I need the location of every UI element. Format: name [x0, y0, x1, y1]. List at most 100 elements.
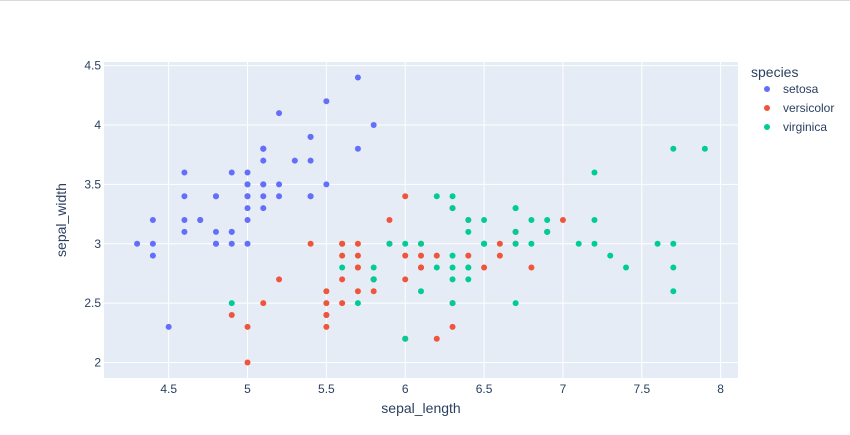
point-virginica — [449, 276, 456, 283]
point-setosa — [276, 181, 283, 188]
point-setosa — [149, 252, 156, 259]
point-virginica — [433, 264, 440, 271]
point-versicolor — [260, 300, 267, 307]
point-versicolor — [354, 252, 361, 259]
point-setosa — [307, 133, 314, 140]
point-versicolor — [228, 312, 235, 319]
point-versicolor — [402, 276, 409, 283]
plot-background — [104, 62, 738, 378]
point-virginica — [370, 264, 377, 271]
point-virginica — [418, 288, 424, 295]
point-setosa — [323, 181, 330, 188]
top-border — [0, 0, 850, 1]
point-virginica — [481, 217, 488, 223]
point-virginica — [528, 217, 535, 223]
point-setosa — [228, 228, 235, 235]
point-virginica — [607, 252, 614, 259]
point-versicolor — [323, 288, 330, 295]
point-setosa — [197, 217, 204, 223]
x-tick-label: 5.5 — [318, 382, 335, 396]
point-versicolor — [323, 300, 330, 307]
legend-label-virginica: virginica — [783, 120, 827, 134]
x-tick-label: 7 — [560, 382, 567, 396]
point-virginica — [433, 193, 440, 200]
legend-item-versicolor[interactable]: versicolor — [764, 101, 834, 115]
x-tick-label: 5 — [244, 382, 251, 396]
point-virginica — [465, 217, 472, 223]
point-versicolor — [323, 323, 330, 330]
y-tick-label: 3.5 — [84, 177, 101, 191]
point-versicolor — [496, 252, 503, 259]
legend-item-virginica[interactable]: virginica — [764, 120, 827, 134]
point-setosa — [244, 205, 251, 212]
point-setosa — [181, 217, 188, 223]
point-setosa — [260, 157, 267, 164]
point-virginica — [591, 240, 598, 247]
point-virginica — [654, 240, 661, 247]
x-axis-title: sepal_length — [381, 400, 460, 416]
point-virginica — [670, 145, 677, 152]
legend-item-setosa[interactable]: setosa — [764, 82, 819, 96]
point-virginica — [339, 264, 346, 271]
point-virginica — [701, 145, 708, 152]
legend-label-versicolor: versicolor — [783, 101, 834, 115]
point-versicolor — [496, 240, 503, 247]
point-virginica — [370, 276, 377, 283]
legend-label-setosa: setosa — [783, 82, 819, 96]
point-setosa — [149, 240, 156, 247]
legend-marker-versicolor — [764, 105, 770, 111]
point-virginica — [465, 228, 472, 235]
point-versicolor — [449, 323, 456, 330]
point-versicolor — [244, 323, 251, 330]
point-virginica — [449, 193, 456, 200]
y-tick-label: 4.5 — [84, 59, 101, 73]
legend-marker-setosa — [764, 86, 770, 92]
point-versicolor — [402, 252, 409, 259]
point-setosa — [354, 145, 361, 152]
point-virginica — [575, 240, 582, 247]
x-tick-labels: 4.5 5 5.5 6 6.5 7 7.5 8 — [160, 382, 724, 396]
point-setosa — [370, 121, 377, 128]
point-virginica — [528, 240, 535, 247]
point-versicolor — [276, 276, 283, 283]
y-tick-label: 2 — [94, 356, 101, 370]
point-setosa — [181, 169, 188, 176]
legend[interactable]: species setosa versicolor virginica — [751, 64, 834, 134]
point-virginica — [449, 252, 456, 259]
x-tick-label: 6.5 — [476, 382, 493, 396]
point-setosa — [244, 193, 251, 200]
point-setosa — [244, 240, 251, 247]
point-versicolor — [244, 359, 251, 366]
y-tick-label: 2.5 — [84, 296, 101, 310]
point-setosa — [244, 181, 251, 188]
point-virginica — [402, 240, 409, 247]
point-virginica — [449, 264, 456, 271]
point-versicolor — [339, 300, 346, 307]
point-virginica — [512, 205, 519, 212]
point-versicolor — [339, 252, 346, 259]
point-virginica — [544, 228, 551, 235]
point-setosa — [291, 157, 298, 164]
point-versicolor — [354, 240, 361, 247]
point-versicolor — [418, 264, 424, 271]
point-setosa — [323, 98, 330, 105]
point-versicolor — [433, 252, 440, 259]
point-setosa — [307, 193, 314, 200]
y-tick-label: 4 — [94, 118, 101, 132]
point-setosa — [228, 169, 235, 176]
point-versicolor — [559, 217, 566, 223]
point-virginica — [512, 228, 519, 235]
point-virginica — [402, 335, 409, 342]
point-versicolor — [339, 276, 346, 283]
y-tick-label: 3 — [94, 237, 101, 251]
point-virginica — [591, 169, 598, 176]
point-versicolor — [418, 252, 424, 259]
point-virginica — [512, 300, 519, 307]
point-virginica — [418, 240, 424, 247]
point-setosa — [307, 157, 314, 164]
point-setosa — [165, 323, 172, 330]
point-setosa — [181, 228, 188, 235]
x-tick-label: 4.5 — [160, 382, 177, 396]
point-virginica — [465, 264, 472, 271]
